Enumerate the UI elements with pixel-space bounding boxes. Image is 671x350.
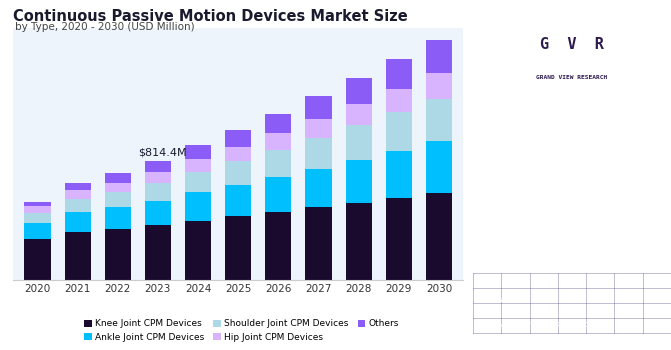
Text: by Type, 2020 - 2030 (USD Million): by Type, 2020 - 2030 (USD Million) xyxy=(15,22,195,32)
Bar xyxy=(426,193,452,280)
Bar xyxy=(225,147,251,161)
Bar xyxy=(105,174,131,183)
Text: G  V  R: G V R xyxy=(540,37,604,52)
Bar xyxy=(145,183,171,201)
Bar xyxy=(24,223,50,238)
Bar xyxy=(386,60,412,89)
Bar xyxy=(346,203,372,280)
Text: Continuous Passive Motion Devices Market Size: Continuous Passive Motion Devices Market… xyxy=(13,9,408,24)
Bar xyxy=(305,169,331,208)
Bar xyxy=(24,202,50,206)
Bar xyxy=(346,104,372,125)
Text: www.grandviewresearch.com: www.grandviewresearch.com xyxy=(487,320,600,329)
Bar xyxy=(426,141,452,193)
Text: $814.4M: $814.4M xyxy=(138,147,187,158)
Bar xyxy=(105,208,131,229)
Bar xyxy=(64,199,91,212)
Bar xyxy=(346,125,372,160)
Bar xyxy=(185,145,211,159)
Bar xyxy=(185,172,211,193)
Bar xyxy=(265,150,291,177)
Bar xyxy=(105,193,131,208)
Bar xyxy=(225,130,251,147)
Bar xyxy=(386,112,412,151)
Bar xyxy=(185,220,211,280)
Bar xyxy=(24,206,50,213)
Bar xyxy=(64,183,91,190)
Bar xyxy=(305,119,331,138)
Bar xyxy=(185,193,211,220)
Text: Global Market CAGR,
2024 - 2030: Global Market CAGR, 2024 - 2030 xyxy=(514,212,630,236)
Bar xyxy=(346,78,372,104)
Bar xyxy=(105,229,131,280)
Bar xyxy=(305,138,331,169)
Text: GRAND VIEW RESEARCH: GRAND VIEW RESEARCH xyxy=(536,75,608,80)
Bar xyxy=(24,213,50,223)
Bar xyxy=(64,190,91,199)
Bar xyxy=(426,73,452,99)
Bar xyxy=(225,161,251,185)
Bar xyxy=(386,89,412,112)
Bar xyxy=(64,212,91,232)
Bar xyxy=(426,99,452,141)
Bar xyxy=(225,185,251,216)
Bar xyxy=(185,159,211,172)
Bar xyxy=(225,216,251,280)
Bar xyxy=(145,161,171,172)
Bar xyxy=(346,160,372,203)
Bar xyxy=(145,201,171,225)
Text: Source:: Source: xyxy=(487,295,523,304)
Bar xyxy=(145,225,171,280)
Bar xyxy=(145,172,171,183)
Bar xyxy=(265,177,291,212)
Bar xyxy=(305,96,331,119)
Bar xyxy=(265,113,291,133)
Bar xyxy=(64,232,91,280)
Bar xyxy=(426,40,452,73)
Bar xyxy=(305,208,331,280)
Bar xyxy=(265,212,291,280)
Bar xyxy=(386,151,412,198)
Bar xyxy=(265,133,291,150)
Bar xyxy=(386,198,412,280)
Bar xyxy=(105,183,131,193)
Legend: Knee Joint CPM Devices, Ankle Joint CPM Devices, Shoulder Joint CPM Devices, Hip: Knee Joint CPM Devices, Ankle Joint CPM … xyxy=(81,316,403,345)
Text: 5.2%: 5.2% xyxy=(526,141,618,174)
Bar xyxy=(24,238,50,280)
